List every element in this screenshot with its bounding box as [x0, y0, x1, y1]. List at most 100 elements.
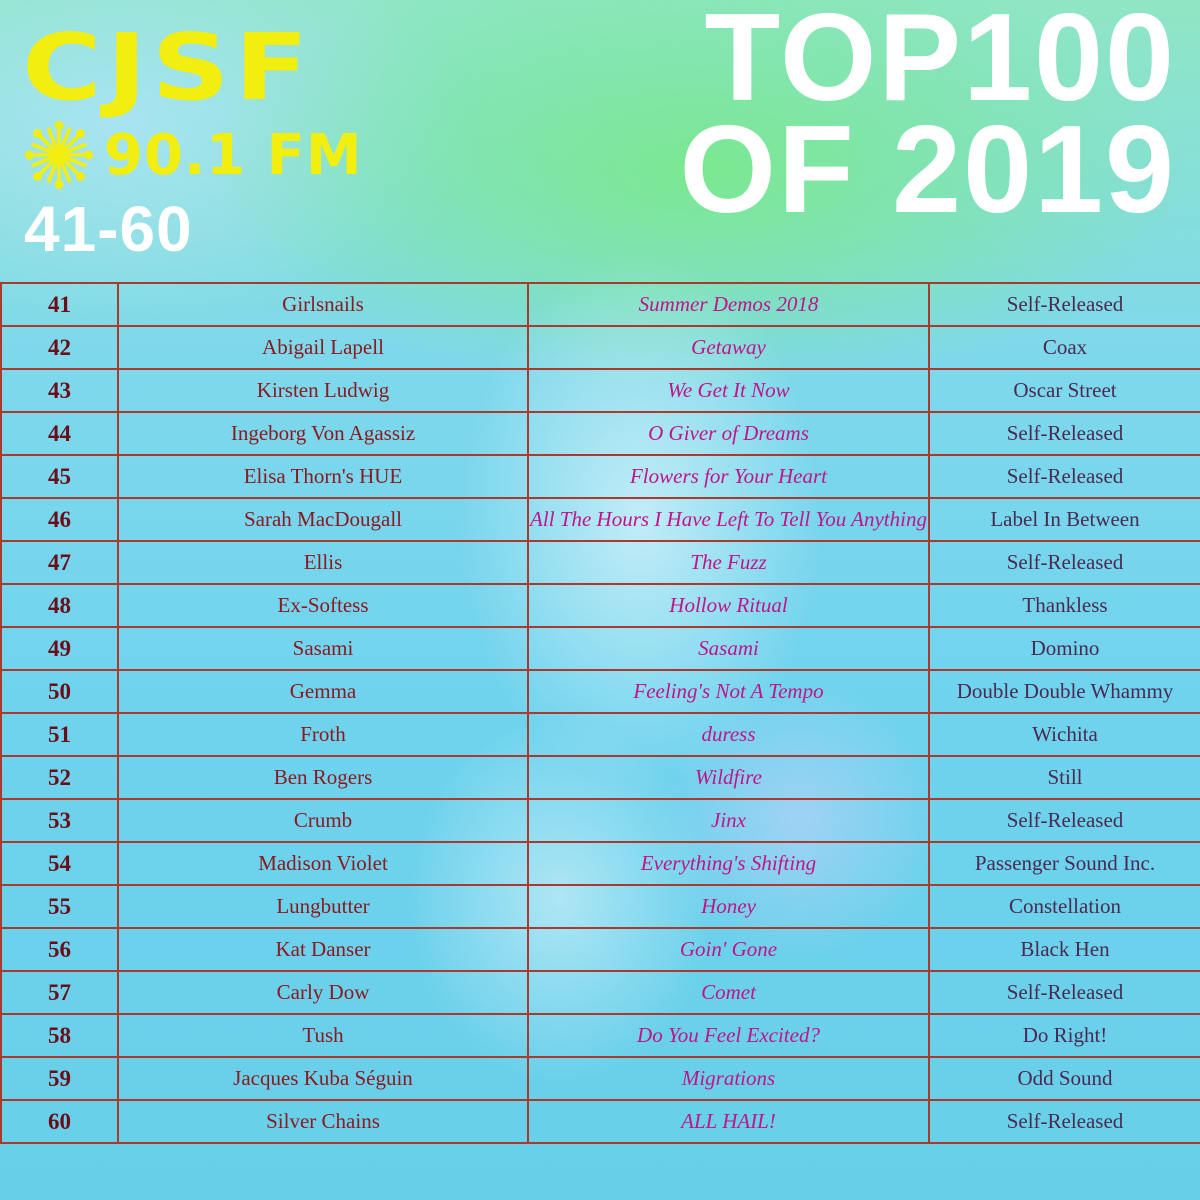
album-cell: Honey — [528, 884, 930, 929]
label-cell: Label In Between — [929, 497, 1200, 542]
artist-cell: Sarah MacDougall — [118, 497, 529, 542]
artist-cell: Girlsnails — [118, 282, 529, 327]
rank-cell: 47 — [0, 540, 119, 585]
artist-cell: Gemma — [118, 669, 529, 714]
rank-range: 41-60 — [24, 193, 193, 265]
chart-row: 53 Crumb Jinx Self-Released — [0, 798, 1200, 843]
album-cell: Jinx — [528, 798, 930, 843]
rank-cell: 50 — [0, 669, 119, 714]
chart-row: 52 Ben Rogers Wildfire Still — [0, 755, 1200, 800]
label-cell: Domino — [929, 626, 1200, 671]
artist-cell: Sasami — [118, 626, 529, 671]
artist-cell: Elisa Thorn's HUE — [118, 454, 529, 499]
title-line-2: OF 2019 — [679, 101, 1176, 239]
album-cell: Goin' Gone — [528, 927, 930, 972]
album-cell: Summer Demos 2018 — [528, 282, 930, 327]
album-cell: Migrations — [528, 1056, 930, 1101]
album-cell: Feeling's Not A Tempo — [528, 669, 930, 714]
album-cell: We Get It Now — [528, 368, 930, 413]
album-cell: Wildfire — [528, 755, 930, 800]
artist-cell: Carly Dow — [118, 970, 529, 1015]
station-frequency: 90.1 FM — [104, 122, 363, 188]
label-cell: Self-Released — [929, 282, 1200, 327]
artist-cell: Ingeborg Von Agassiz — [118, 411, 529, 456]
rank-cell: 58 — [0, 1013, 119, 1058]
artist-cell: Abigail Lapell — [118, 325, 529, 370]
chart-table: 41 Girlsnails Summer Demos 2018 Self-Releas… — [0, 282, 1200, 1144]
artist-cell: Kat Danser — [118, 927, 529, 972]
chart-row: 42 Abigail Lapell Getaway Coax — [0, 325, 1200, 370]
rank-cell: 57 — [0, 970, 119, 1015]
label-cell: Self-Released — [929, 1099, 1200, 1144]
album-cell: Getaway — [528, 325, 930, 370]
artist-cell: Silver Chains — [118, 1099, 529, 1144]
artist-cell: Kirsten Ludwig — [118, 368, 529, 413]
chart-row: 55 Lungbutter Honey Constellation — [0, 884, 1200, 929]
chart-row: 54 Madison Violet Everything's Shifting Pas… — [0, 841, 1200, 886]
label-cell: Black Hen — [929, 927, 1200, 972]
label-cell: Wichita — [929, 712, 1200, 757]
chart-row: 44 Ingeborg Von Agassiz O Giver of Dreams S… — [0, 411, 1200, 456]
rank-cell: 56 — [0, 927, 119, 972]
chart-row: 45 Elisa Thorn's HUE Flowers for Your Hear… — [0, 454, 1200, 499]
album-cell: duress — [528, 712, 930, 757]
rank-cell: 51 — [0, 712, 119, 757]
artist-cell: Lungbutter — [118, 884, 529, 929]
artist-cell: Ellis — [118, 540, 529, 585]
rank-cell: 53 — [0, 798, 119, 843]
label-cell: Thankless — [929, 583, 1200, 628]
rank-cell: 59 — [0, 1056, 119, 1101]
chart-row: 48 Ex-Softess Hollow Ritual Thankless — [0, 583, 1200, 628]
label-cell: Self-Released — [929, 454, 1200, 499]
label-cell: Self-Released — [929, 798, 1200, 843]
chart-row: 59 Jacques Kuba Séguin Migrations Odd Sound — [0, 1056, 1200, 1101]
album-cell: Sasami — [528, 626, 930, 671]
artist-cell: Jacques Kuba Séguin — [118, 1056, 529, 1101]
artist-cell: Ben Rogers — [118, 755, 529, 800]
title-line-1: TOP100 — [704, 0, 1176, 127]
album-cell: Do You Feel Excited? — [528, 1013, 930, 1058]
album-cell: O Giver of Dreams — [528, 411, 930, 456]
rank-cell: 44 — [0, 411, 119, 456]
artist-cell: Crumb — [118, 798, 529, 843]
rank-cell: 43 — [0, 368, 119, 413]
chart-row: 47 Ellis The Fuzz Self-Released — [0, 540, 1200, 585]
frequency-row: 90.1 FM — [22, 118, 363, 192]
album-cell: ALL HAIL! — [528, 1099, 930, 1144]
label-cell: Self-Released — [929, 540, 1200, 585]
chart-row: 57 Carly Dow Comet Self-Released — [0, 970, 1200, 1015]
artist-cell: Froth — [118, 712, 529, 757]
album-cell: All The Hours I Have Left To Tell You An… — [528, 497, 930, 542]
rank-cell: 60 — [0, 1099, 119, 1144]
chart-row: 46 Sarah MacDougall All The Hours I Have L… — [0, 497, 1200, 542]
chart-row: 51 Froth duress Wichita — [0, 712, 1200, 757]
chart-row: 60 Silver Chains ALL HAIL! Self-Released — [0, 1099, 1200, 1144]
chart-row: 49 Sasami Sasami Domino — [0, 626, 1200, 671]
artist-cell: Madison Violet — [118, 841, 529, 886]
rank-cell: 55 — [0, 884, 119, 929]
rank-cell: 54 — [0, 841, 119, 886]
artist-cell: Ex-Softess — [118, 583, 529, 628]
label-cell: Passenger Sound Inc. — [929, 841, 1200, 886]
station-name: CJSF — [22, 14, 314, 121]
chart-row: 56 Kat Danser Goin' Gone Black Hen — [0, 927, 1200, 972]
label-cell: Double Double Whammy — [929, 669, 1200, 714]
album-cell: Hollow Ritual — [528, 583, 930, 628]
artist-cell: Tush — [118, 1013, 529, 1058]
rank-cell: 42 — [0, 325, 119, 370]
album-cell: Everything's Shifting — [528, 841, 930, 886]
rank-cell: 46 — [0, 497, 119, 542]
rank-cell: 48 — [0, 583, 119, 628]
album-cell: Comet — [528, 970, 930, 1015]
station-logo: CJSF 90.1 FM — [22, 22, 363, 192]
chart-row: 43 Kirsten Ludwig We Get It Now Oscar Stree… — [0, 368, 1200, 413]
page-title: TOP100 OF 2019 — [679, 0, 1177, 239]
chart-row: 41 Girlsnails Summer Demos 2018 Self-Releas… — [0, 282, 1200, 327]
rank-cell: 45 — [0, 454, 119, 499]
label-cell: Do Right! — [929, 1013, 1200, 1058]
album-cell: Flowers for Your Heart — [528, 454, 930, 499]
label-cell: Self-Released — [929, 970, 1200, 1015]
label-cell: Coax — [929, 325, 1200, 370]
chart-row: 50 Gemma Feeling's Not A Tempo Double Doubl… — [0, 669, 1200, 714]
chart-body: 41 Girlsnails Summer Demos 2018 Self-Releas… — [0, 282, 1200, 1144]
